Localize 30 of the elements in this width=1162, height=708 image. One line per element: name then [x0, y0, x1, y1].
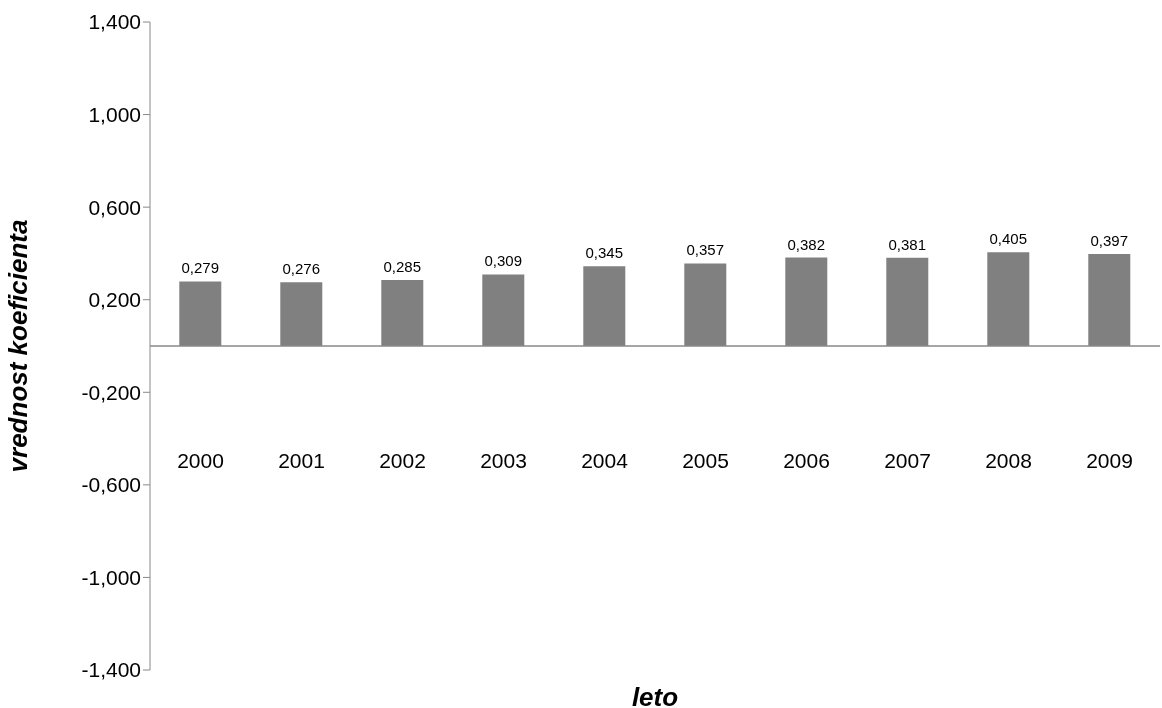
y-tick-label: -0,200: [81, 380, 141, 404]
x-tick-label: 2009: [1086, 448, 1133, 472]
x-tick-label: 2006: [783, 448, 830, 472]
x-tick-label: 2003: [480, 448, 527, 472]
data-label: 0,382: [787, 235, 826, 253]
data-label: 0,279: [181, 259, 220, 277]
x-tick-label: 2007: [884, 448, 931, 472]
y-tick-label: -0,600: [81, 473, 141, 497]
y-tick-label: -1,000: [81, 565, 141, 589]
data-label: 0,397: [1090, 232, 1129, 250]
y-tick-label: 0,600: [88, 195, 141, 219]
x-tick-label: 2000: [177, 448, 224, 472]
data-label: 0,345: [585, 244, 624, 262]
data-label: 0,357: [686, 241, 725, 259]
y-tick-label: -1,400: [81, 658, 141, 682]
x-tick-label: 2005: [682, 448, 729, 472]
data-label: 0,276: [282, 260, 321, 278]
y-tick-label: 1,400: [88, 10, 141, 34]
y-tick-label: 0,200: [88, 288, 141, 312]
x-tick-label: 2002: [379, 448, 426, 472]
x-tick-label: 2004: [581, 448, 629, 472]
data-label: 0,309: [484, 252, 523, 270]
y-tick-label: 1,000: [88, 103, 141, 127]
y-axis-title: vrednost koeficienta: [3, 219, 34, 473]
data-label: 0,285: [383, 258, 422, 276]
x-tick-label: 2008: [985, 448, 1032, 472]
data-label: 0,405: [989, 230, 1028, 248]
data-label: 0,381: [888, 235, 927, 253]
x-tick-label: 2001: [278, 448, 325, 472]
x-axis-title: leto: [631, 682, 679, 708]
